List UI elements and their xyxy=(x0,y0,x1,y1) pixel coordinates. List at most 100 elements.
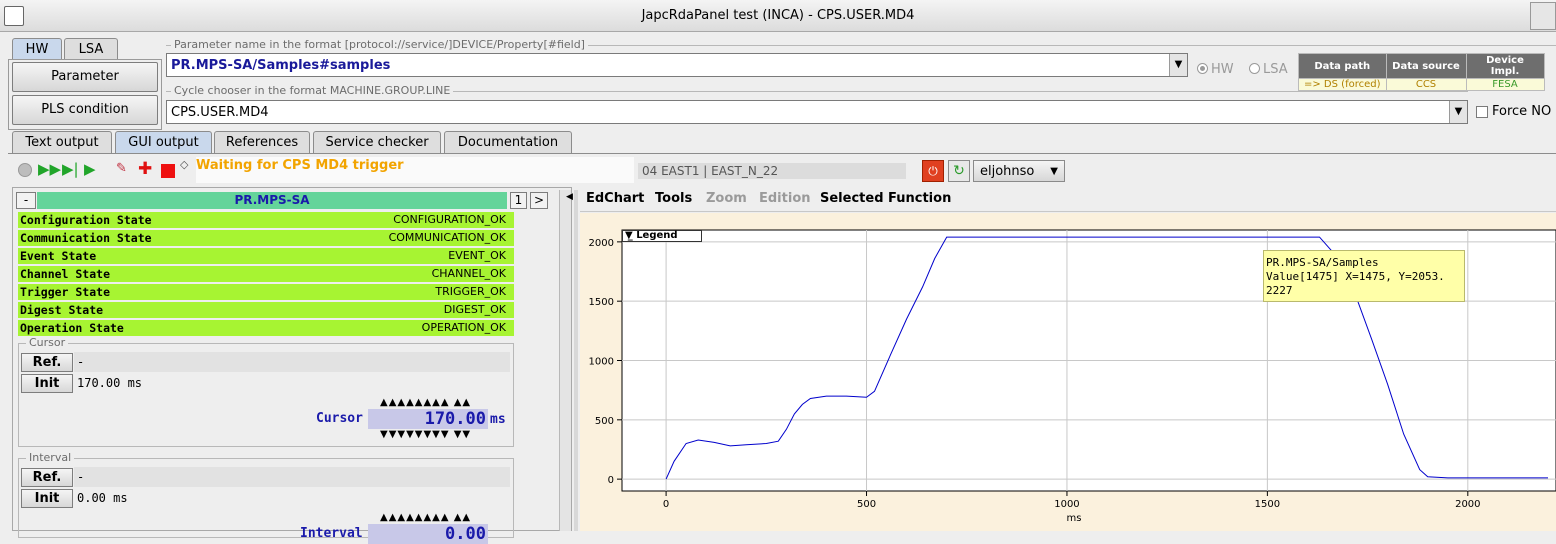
y-tick-label: 500 xyxy=(595,416,614,427)
state-value: OPERATION_OK xyxy=(421,321,506,334)
radio-hw[interactable]: HW xyxy=(1197,62,1234,77)
user-combo[interactable]: eljohnso ▼ xyxy=(973,160,1065,182)
collapse-button[interactable]: - xyxy=(16,192,36,209)
chart-axes: 0 500 1000 1500 2000 0 500 1000 1500 2000 xyxy=(589,238,1481,510)
line-chart[interactable]: 0 500 1000 1500 2000 0 500 1000 1500 2000 ms xyxy=(580,213,1556,531)
y-tick-label: 1000 xyxy=(589,357,614,368)
window-control-button[interactable] xyxy=(1530,2,1556,30)
play-icon[interactable]: ▶ xyxy=(84,160,96,178)
param-group-border xyxy=(166,45,1556,46)
cycle-group-label: Cycle chooser in the format MACHINE.GROU… xyxy=(171,84,454,97)
interval-group-label: Interval xyxy=(26,451,75,464)
chevron-down-icon: ▼ xyxy=(1050,166,1058,177)
state-name: Event State xyxy=(20,249,97,263)
waiting-status: Waiting for CPS MD4 trigger xyxy=(196,158,404,173)
status-box: Waiting for CPS MD4 trigger xyxy=(196,157,634,183)
cycle-value[interactable]: CPS.USER.MD4 xyxy=(171,105,269,120)
menu-selected-function[interactable]: Selected Function xyxy=(820,191,952,206)
info-header-device-impl: Device Impl. xyxy=(1465,53,1545,79)
interval-increment-arrows[interactable]: ▲▲▲▲▲▲▲▲ ▲▲ xyxy=(380,512,472,523)
state-row: Digest State DIGEST_OK xyxy=(18,302,514,318)
pls-condition-button[interactable]: PLS condition xyxy=(12,95,158,125)
tab-hw[interactable]: HW xyxy=(12,38,62,60)
cursor-group xyxy=(18,343,514,447)
param-group-label: Parameter name in the format [protocol:/… xyxy=(171,38,588,51)
cursor-ref-button[interactable]: Ref. xyxy=(21,353,73,372)
tab-divider xyxy=(8,153,1556,154)
tab-gui-output[interactable]: GUI output xyxy=(115,131,212,153)
mode-tab-panel xyxy=(8,59,162,130)
state-name: Configuration State xyxy=(20,213,152,227)
state-value: COMMUNICATION_OK xyxy=(388,231,506,244)
refresh-icon[interactable]: ↻ xyxy=(948,160,970,182)
state-name: Communication State xyxy=(20,231,152,245)
window-title: JapcRdaPanel test (INCA) - CPS.USER.MD4 xyxy=(641,8,915,23)
tooltip-line: Value[1475] X=1475, Y=2053. xyxy=(1266,270,1445,283)
tab-references[interactable]: References xyxy=(214,131,310,153)
menu-tools[interactable]: Tools xyxy=(655,191,693,206)
tooltip-line: 2227 xyxy=(1266,284,1293,297)
cursor-increment-arrows[interactable]: ▲▲▲▲▲▲▲▲ ▲▲ xyxy=(380,397,472,408)
tab-documentation[interactable]: Documentation xyxy=(444,131,572,153)
cycle-combo[interactable]: CPS.USER.MD4 ▼ xyxy=(166,100,1468,124)
state-name: Digest State xyxy=(20,303,104,317)
legend-label: Legend xyxy=(636,230,678,241)
cursor-group-label: Cursor xyxy=(26,336,69,349)
chart-grid xyxy=(622,230,1556,491)
menu-edchart[interactable]: EdChart xyxy=(586,191,645,206)
cursor-value[interactable]: 170.00 xyxy=(368,409,488,429)
cursor-init-value: 170.00 ms xyxy=(77,376,143,390)
chart-menubar: EdChart Tools Zoom Edition Selected Func… xyxy=(580,188,1556,212)
power-icon[interactable]: ⏻ xyxy=(922,160,944,182)
cursor-unit: ms xyxy=(490,412,506,427)
menu-zoom: Zoom xyxy=(706,191,747,206)
info-header-data-source: Data source xyxy=(1385,53,1467,79)
tab-lsa[interactable]: LSA xyxy=(64,38,118,60)
parameter-combo[interactable]: PR.MPS-SA/Samples#samples ▼ xyxy=(166,53,1188,77)
state-value: CONFIGURATION_OK xyxy=(393,213,506,226)
info-value-data-source: CCS xyxy=(1385,78,1467,91)
record-stop-icon[interactable] xyxy=(161,164,175,178)
x-tick-label: 0 xyxy=(663,499,669,510)
state-value: CHANNEL_OK xyxy=(431,267,506,280)
interval-init-button[interactable]: Init xyxy=(21,489,73,508)
state-name: Channel State xyxy=(20,267,111,281)
next-device-button[interactable]: > xyxy=(530,192,548,209)
add-icon[interactable]: ✚ xyxy=(138,159,153,179)
legend-toggle[interactable]: ▼̲ Legend xyxy=(622,230,702,242)
tab-text-output[interactable]: Text output xyxy=(12,131,112,153)
y-tick-label: 1500 xyxy=(589,297,614,308)
state-value: DIGEST_OK xyxy=(443,303,506,316)
interval-value[interactable]: 0.00 xyxy=(368,524,488,544)
cursor-init-button[interactable]: Init xyxy=(21,374,73,393)
info-header-data-path: Data path xyxy=(1298,53,1387,79)
play-step-icon[interactable]: ▶| xyxy=(62,160,79,178)
collapse-left-icon[interactable]: ◀ xyxy=(566,192,573,202)
stop-icon[interactable] xyxy=(18,163,32,177)
split-divider[interactable] xyxy=(574,190,578,531)
scrollbar[interactable] xyxy=(559,190,571,531)
interval-ref-button[interactable]: Ref. xyxy=(21,468,73,487)
cycle-group-border xyxy=(166,91,1468,92)
parameter-value[interactable]: PR.MPS-SA/Samples#samples xyxy=(171,58,391,73)
state-value: TRIGGER_OK xyxy=(435,285,506,298)
force-checkbox[interactable] xyxy=(1476,106,1488,118)
tab-service-checker[interactable]: Service checker xyxy=(313,131,441,153)
y-tick-label: 2000 xyxy=(589,238,614,249)
chart-area[interactable]: 0 500 1000 1500 2000 0 500 1000 1500 2000 ms ▼̲ L… xyxy=(580,213,1556,531)
radio-lsa[interactable]: LSA xyxy=(1249,62,1288,77)
eraser-icon[interactable]: ✎ xyxy=(116,161,127,176)
cursor-ref-value: - xyxy=(77,355,85,369)
state-row: Communication State COMMUNICATION_OK xyxy=(18,230,514,246)
parameter-button[interactable]: Parameter xyxy=(12,62,158,92)
radio-hw-label: HW xyxy=(1211,62,1234,77)
device-index: 1 xyxy=(510,192,527,209)
cursor-ref-field xyxy=(74,352,510,372)
interval-init-value: 0.00 ms xyxy=(77,491,128,505)
x-axis-label: ms xyxy=(1067,513,1082,524)
cursor-decrement-arrows[interactable]: ▼▼▼▼▼▼▼▼ ▼▼ xyxy=(380,429,472,440)
chevron-down-icon[interactable]: ▼ xyxy=(1169,54,1187,76)
play-all-icon[interactable]: ▶▶ xyxy=(38,160,62,178)
chevron-down-icon[interactable]: ▼ xyxy=(1449,101,1467,123)
x-tick-label: 2000 xyxy=(1455,499,1480,510)
